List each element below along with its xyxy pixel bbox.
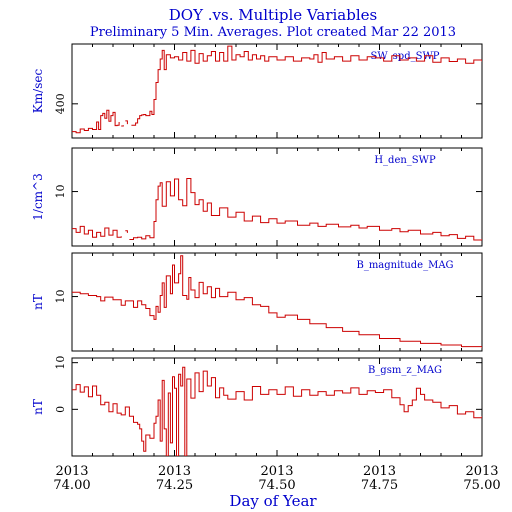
series-line-B_gsm_z_MAG bbox=[72, 366, 482, 456]
x-axis-title: Day of Year bbox=[229, 492, 317, 510]
x-tick-year: 2013 bbox=[363, 464, 396, 479]
plot-subtitle: Preliminary 5 Min. Averages. Plot create… bbox=[90, 25, 456, 40]
series-line-B_magnitude_MAG bbox=[72, 255, 482, 349]
y-tick-label: 10 bbox=[54, 290, 67, 304]
y-tick-label: 0 bbox=[54, 406, 67, 413]
x-tick-day: 74.75 bbox=[361, 478, 398, 493]
x-tick-day: 74.25 bbox=[156, 478, 193, 493]
series-line-SW_spd_SWP bbox=[72, 45, 482, 134]
series-line-H_den_SWP bbox=[72, 178, 482, 241]
x-tick-day: 74.50 bbox=[258, 478, 295, 493]
y-tick-label: 10 bbox=[54, 356, 67, 370]
series-name: H_den_SWP bbox=[374, 155, 436, 166]
y-tick-label: 400 bbox=[54, 93, 67, 114]
y-axis-label: Km/sec bbox=[31, 69, 45, 114]
plot-title: DOY .vs. Multiple Variables bbox=[169, 6, 377, 24]
x-tick-day: 75.00 bbox=[463, 478, 500, 493]
series-name: SW_spd_SWP bbox=[371, 51, 440, 62]
panel-SW_spd_SWP: 400 Km/sec SW_spd_SWP bbox=[31, 43, 483, 139]
panel-H_den_SWP: 10 1/cm^3 H_den_SWP bbox=[31, 147, 483, 247]
x-tick-year: 2013 bbox=[55, 464, 88, 479]
panel-B_magnitude_MAG: 10 nT B_magnitude_MAG bbox=[31, 252, 483, 352]
x-tick-year: 2013 bbox=[158, 464, 191, 479]
y-axis-label: nT bbox=[31, 399, 45, 415]
x-axis-labels: 201374.00201374.25201374.50201374.752013… bbox=[53, 464, 500, 493]
series-name: B_magnitude_MAG bbox=[356, 260, 453, 271]
x-tick-year: 2013 bbox=[465, 464, 498, 479]
y-axis-label: nT bbox=[31, 294, 45, 310]
panels-group: 400 Km/sec SW_spd_SWP 10 1/cm^3 H_den_SWP 10 nT… bbox=[31, 43, 483, 457]
y-axis-label: 1/cm^3 bbox=[31, 173, 45, 220]
panel-B_gsm_z_MAG: 10 0 nT B_gsm_z_MAG bbox=[31, 356, 483, 457]
x-tick-year: 2013 bbox=[260, 464, 293, 479]
x-tick-day: 74.00 bbox=[53, 478, 90, 493]
series-name: B_gsm_z_MAG bbox=[368, 365, 442, 376]
y-tick-label: 10 bbox=[54, 185, 67, 199]
